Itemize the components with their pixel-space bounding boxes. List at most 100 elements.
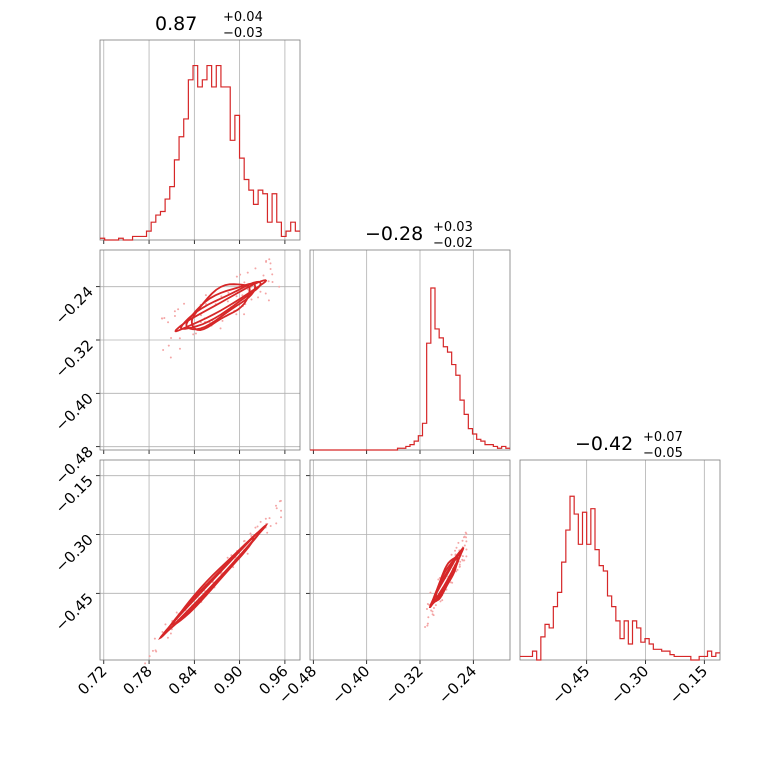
param-title-plus-0: +0.04 xyxy=(223,10,263,25)
sample-point xyxy=(175,611,178,614)
x-tick-label: 0.90 xyxy=(210,662,246,698)
sample-point xyxy=(227,291,230,294)
param-title-minus-2: −0.05 xyxy=(643,446,683,461)
contour-level-0 xyxy=(174,279,268,333)
sample-point xyxy=(166,636,169,639)
sample-point xyxy=(162,348,165,351)
x-tick-label: −0.30 xyxy=(607,662,652,707)
sample-point xyxy=(269,262,272,265)
sample-point xyxy=(275,522,278,525)
sample-point xyxy=(257,296,260,299)
sample-point xyxy=(161,317,164,320)
sample-point xyxy=(458,563,461,566)
panel-frame xyxy=(99,249,301,451)
sample-point xyxy=(426,622,429,625)
sample-point xyxy=(194,332,197,335)
panel-2-0 xyxy=(96,459,301,665)
y-tick-label: −0.45 xyxy=(52,589,97,634)
sample-point xyxy=(262,274,265,277)
param-title-minus-1: −0.02 xyxy=(433,236,473,251)
sample-point xyxy=(278,285,281,288)
histogram-0 xyxy=(100,64,300,241)
sample-point xyxy=(455,546,458,549)
sample-point xyxy=(164,623,167,626)
sample-point xyxy=(264,517,267,520)
contour-level-2 xyxy=(172,537,255,626)
sample-point xyxy=(204,303,207,306)
sample-point xyxy=(239,273,242,276)
y-tick-label: −0.24 xyxy=(52,283,97,328)
sample-point xyxy=(456,568,459,571)
sample-point xyxy=(254,267,257,270)
x-tick-label: −0.24 xyxy=(435,662,480,707)
sample-point xyxy=(178,337,181,340)
sample-point xyxy=(183,302,186,305)
sample-point xyxy=(192,333,195,336)
sample-point xyxy=(151,649,154,652)
sample-point xyxy=(275,504,278,507)
panel-frame xyxy=(309,249,511,451)
sample-point xyxy=(450,553,453,556)
sample-point xyxy=(254,526,257,529)
sample-point xyxy=(439,600,442,603)
sample-point xyxy=(243,539,246,542)
panel-frame xyxy=(99,39,301,241)
sample-point xyxy=(461,558,464,561)
sample-point xyxy=(221,319,224,322)
sample-point xyxy=(220,295,223,298)
sample-point xyxy=(163,316,166,319)
param-title-2: −0.42 xyxy=(575,433,633,455)
x-tick-label: −0.40 xyxy=(328,662,373,707)
contour-level-2 xyxy=(185,282,257,331)
sample-point xyxy=(457,541,460,544)
sample-point xyxy=(278,500,281,503)
sample-point xyxy=(271,273,274,276)
sample-point xyxy=(432,607,435,610)
sample-point xyxy=(241,294,244,297)
sample-point xyxy=(230,554,233,557)
x-tick-label: 0.84 xyxy=(165,662,201,698)
sample-point xyxy=(235,275,238,278)
sample-point xyxy=(266,531,269,534)
contour-level-2 xyxy=(433,552,461,603)
sample-point xyxy=(246,288,249,291)
sample-point xyxy=(449,581,452,584)
histogram-1 xyxy=(310,287,510,451)
sample-point xyxy=(437,578,440,581)
sample-point xyxy=(161,631,164,634)
panel-2-1 xyxy=(306,459,511,664)
sample-point xyxy=(465,536,468,539)
sample-point xyxy=(226,556,229,559)
sample-point xyxy=(173,314,176,317)
sample-point xyxy=(169,632,172,635)
x-tick-label: 0.78 xyxy=(120,662,156,698)
histogram-2 xyxy=(520,495,720,661)
sample-point xyxy=(259,290,262,293)
sample-point xyxy=(243,313,246,316)
sample-point xyxy=(153,637,156,640)
y-tick-label: −0.40 xyxy=(52,389,97,434)
sample-point xyxy=(434,604,437,607)
sample-point xyxy=(464,531,467,534)
sample-point xyxy=(167,344,170,347)
sample-point xyxy=(461,555,464,558)
x-tick-label: −0.32 xyxy=(382,662,427,707)
sample-point xyxy=(177,308,180,311)
sample-point xyxy=(463,559,466,562)
sample-point xyxy=(463,544,466,547)
sample-point xyxy=(167,321,170,324)
sample-point xyxy=(425,607,428,610)
contour-level-1 xyxy=(179,280,262,330)
sample-point xyxy=(235,295,238,298)
x-tick-label: −0.15 xyxy=(666,662,711,707)
sample-point xyxy=(267,299,270,302)
y-tick-label: −0.32 xyxy=(52,336,97,381)
sample-point xyxy=(462,536,465,539)
sample-point xyxy=(426,602,429,605)
sample-point xyxy=(200,314,203,317)
panel-1-0 xyxy=(96,249,301,454)
sample-point xyxy=(235,313,238,316)
sample-point xyxy=(426,624,429,627)
